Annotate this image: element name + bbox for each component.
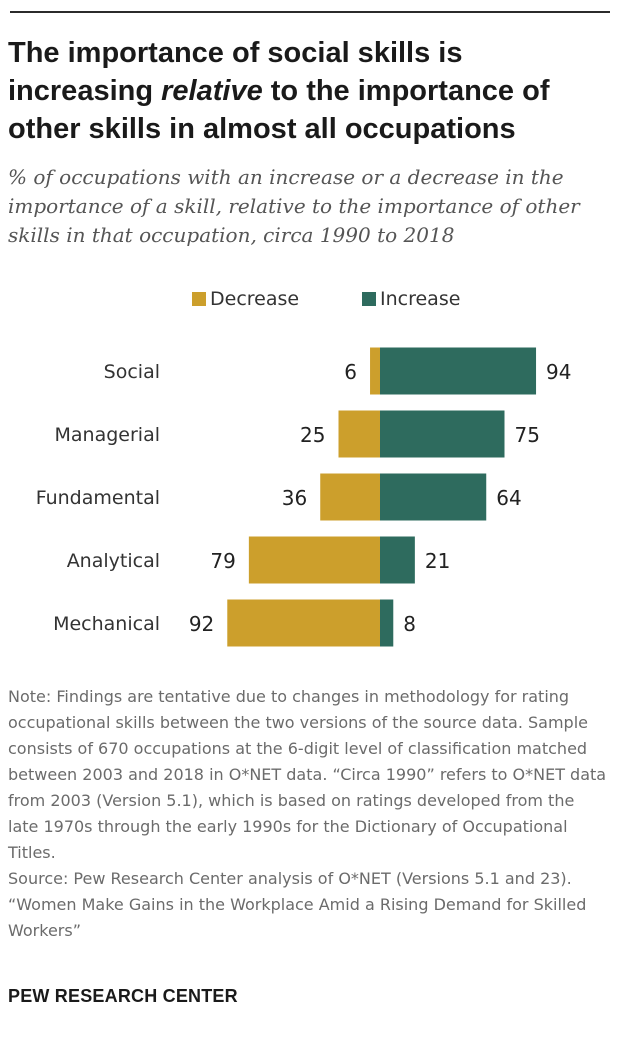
category-label-social: Social [104,361,160,383]
notes: Note: Findings are tentative due to chan… [8,684,608,944]
chart-title: The importance of social skills is incre… [8,34,608,148]
value-label-decrease-managerial: 25 [300,423,325,447]
category-label-fundamental: Fundamental [36,487,160,509]
legend-label-increase: Increase [380,288,461,310]
bar-decrease-social [370,347,380,395]
category-label-analytical: Analytical [67,550,160,572]
top-rule [10,11,610,13]
bar-row-fundamental: Fundamental 36 64 [36,473,522,521]
legend-swatch-increase [362,292,376,306]
bar-increase-fundamental [380,473,487,521]
value-label-increase-fundamental: 64 [496,486,521,510]
bar-decrease-analytical [248,536,380,584]
title-text-2: to the importance of other skills in alm… [8,75,550,145]
title-text-italic: relative [161,75,263,107]
bar-increase-managerial [380,410,505,458]
category-label-mechanical: Mechanical [53,613,160,635]
legend-label-decrease: Decrease [210,288,300,310]
category-label-managerial: Managerial [55,424,160,446]
value-label-decrease-fundamental: 36 [282,486,307,510]
value-label-decrease-social: 6 [344,360,357,384]
bar-decrease-fundamental [320,473,380,521]
bar-row-managerial: Managerial 25 75 [55,410,540,458]
value-label-increase-analytical: 21 [425,549,450,573]
legend: Decrease Increase [0,288,620,312]
brand-footer: PEW RESEARCH CENTER [8,986,238,1006]
value-label-increase-mechanical: 8 [403,612,416,636]
bar-increase-social [380,347,537,395]
source-text: Source: Pew Research Center analysis of … [8,869,572,888]
bar-decrease-mechanical [227,599,380,647]
bar-increase-analytical [380,536,415,584]
title-text-1: The importance of social skills is incre… [8,37,463,107]
bar-row-analytical: Analytical 79 21 [67,536,450,584]
bar-row-mechanical: Mechanical 92 8 [53,599,416,647]
note-text: Note: Findings are tentative due to chan… [8,687,607,862]
value-label-increase-social: 94 [546,360,571,384]
diverging-bar-chart: Social 6 94 Managerial 25 75 Fundamental 36 64 An… [36,347,571,647]
chart-subtitle: % of occupations with an increase or a d… [8,165,580,247]
bar-row-social: Social 6 94 [104,347,571,395]
value-label-decrease-mechanical: 92 [189,612,214,636]
value-label-decrease-analytical: 79 [210,549,235,573]
value-label-increase-managerial: 75 [515,423,540,447]
bar-increase-mechanical [380,599,394,647]
bar-decrease-managerial [338,410,380,458]
report-title: “Women Make Gains in the Workplace Amid … [8,895,587,940]
legend-swatch-decrease [192,292,206,306]
